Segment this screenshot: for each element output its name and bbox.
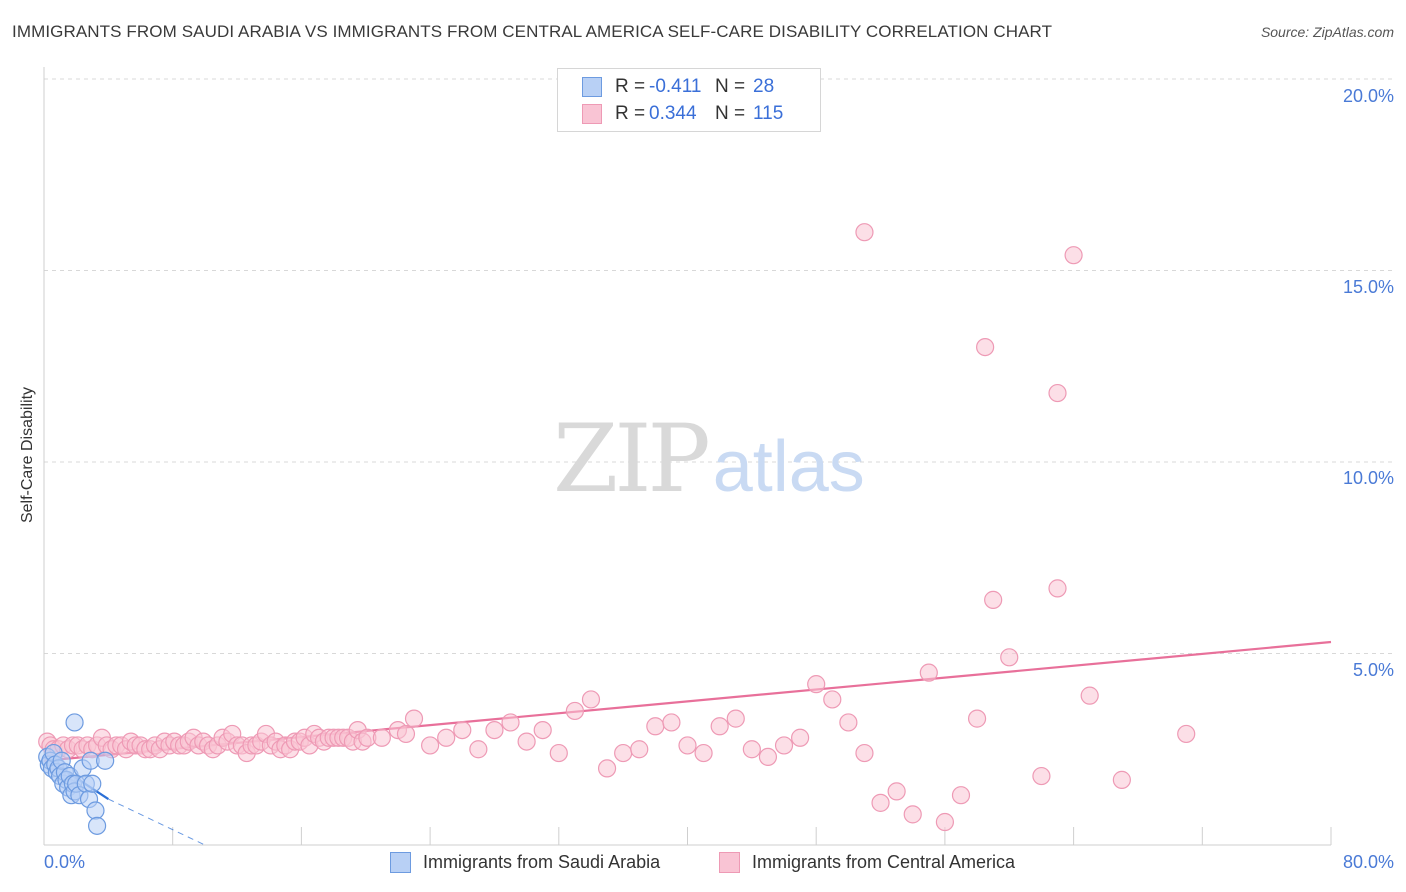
- saudi-legend-swatch: [390, 852, 411, 873]
- central-america-point: [453, 720, 472, 740]
- legend-item-saudi[interactable]: Immigrants from Saudi Arabia: [390, 852, 660, 873]
- central-america-point: [597, 759, 617, 778]
- n-label: N =: [715, 76, 746, 97]
- saudi-arabia-point: [65, 713, 84, 732]
- legend-item-central[interactable]: Immigrants from Central America: [719, 852, 1015, 873]
- central-america-point: [549, 743, 568, 763]
- central-america-point: [396, 724, 416, 744]
- central-america-point: [614, 743, 633, 763]
- central-r-value: 0.344: [649, 103, 697, 124]
- saudi-legend-label: Immigrants from Saudi Arabia: [423, 852, 661, 872]
- saudi-arabia-point: [87, 816, 107, 835]
- central-america-point: [1080, 686, 1099, 705]
- axes: [43, 67, 1332, 846]
- data-points: [38, 223, 1196, 835]
- central-america-point: [1048, 579, 1067, 598]
- grid-lines: [44, 78, 1394, 654]
- central-america-point: [565, 701, 584, 721]
- watermark-atlas: atlas: [712, 427, 865, 507]
- central-america-point: [951, 786, 971, 805]
- central-america-point: [404, 709, 424, 728]
- saudi-arabia-point: [96, 751, 115, 770]
- central-america-point: [437, 728, 456, 747]
- central-america-point: [1064, 246, 1083, 265]
- central-america-point: [533, 720, 552, 740]
- saudi-r-value: -0.411: [649, 76, 702, 97]
- central-america-point: [630, 740, 649, 759]
- central-legend-label: Immigrants from Central America: [752, 852, 1016, 872]
- y-tick-label: 5.0%: [1352, 660, 1394, 680]
- central-america-point: [1032, 766, 1051, 786]
- stats-legend-row-saudi: R = -0.411 N = 28: [582, 75, 774, 99]
- x-tick-label: 0.0%: [44, 852, 86, 872]
- watermark-zip: ZIP: [553, 405, 711, 514]
- central-america-point: [791, 728, 810, 747]
- saudi-n-value: 28: [753, 76, 775, 97]
- source-label: Source: ZipAtlas.com: [1260, 24, 1394, 40]
- central-america-point: [919, 663, 938, 682]
- central-america-point: [372, 728, 391, 747]
- central-america-point: [935, 812, 955, 832]
- central-america-point: [581, 690, 601, 709]
- central-america-point: [742, 740, 761, 759]
- central-america-point: [984, 590, 1003, 609]
- watermark: ZIPatlas: [553, 405, 865, 514]
- central-america-point: [694, 743, 713, 763]
- central-n-value: 115: [753, 103, 784, 124]
- central-america-point: [1048, 383, 1067, 403]
- saudi-arabia-trend-extension: [108, 798, 206, 846]
- central-america-point: [517, 732, 536, 751]
- chart-title: IMMIGRANTS FROM SAUDI ARABIA VS IMMIGRAN…: [12, 22, 1053, 41]
- central-america-point: [855, 223, 874, 242]
- central-america-point: [710, 717, 729, 736]
- central-america-point: [421, 736, 440, 755]
- y-tick-label: 20.0%: [1342, 86, 1394, 106]
- y-tick-label: 15.0%: [1342, 277, 1394, 297]
- central-swatch: [582, 104, 602, 124]
- y-tick-label: 10.0%: [1342, 468, 1394, 488]
- central-america-point: [1112, 770, 1131, 789]
- n-label: N =: [715, 103, 746, 124]
- central-america-point: [823, 690, 842, 709]
- central-america-point: [758, 747, 778, 767]
- saudi-arabia-point: [83, 774, 102, 793]
- central-america-point: [976, 338, 995, 357]
- central-america-point: [807, 675, 826, 694]
- central-america-point: [1177, 724, 1196, 744]
- central-america-point: [501, 713, 520, 732]
- central-america-point: [774, 736, 794, 755]
- stats-legend-row-central: R = 0.344 N = 115: [582, 102, 783, 126]
- central-america-point: [903, 805, 922, 824]
- saudi-arabia-point: [86, 801, 105, 820]
- r-label: R =: [615, 103, 646, 124]
- central-america-point: [967, 709, 987, 728]
- y-axis-label: Self-Care Disability: [19, 386, 36, 524]
- x-tick-label: 80.0%: [1342, 852, 1394, 872]
- central-america-point: [662, 713, 681, 732]
- central-america-point: [1000, 648, 1019, 667]
- central-america-point: [839, 713, 858, 732]
- central-america-point: [887, 782, 906, 801]
- central-america-point: [646, 717, 665, 736]
- central-america-point: [855, 743, 874, 763]
- saudi-swatch: [582, 77, 602, 97]
- central-america-point: [726, 709, 745, 728]
- central-america-point: [678, 736, 697, 755]
- central-legend-swatch: [719, 852, 740, 873]
- r-label: R =: [615, 76, 646, 97]
- central-america-point: [485, 720, 504, 740]
- central-america-point: [469, 740, 488, 759]
- stats-legend: R = -0.411 N = 28 R = 0.344 N = 115: [557, 68, 821, 132]
- central-america-point: [871, 793, 890, 812]
